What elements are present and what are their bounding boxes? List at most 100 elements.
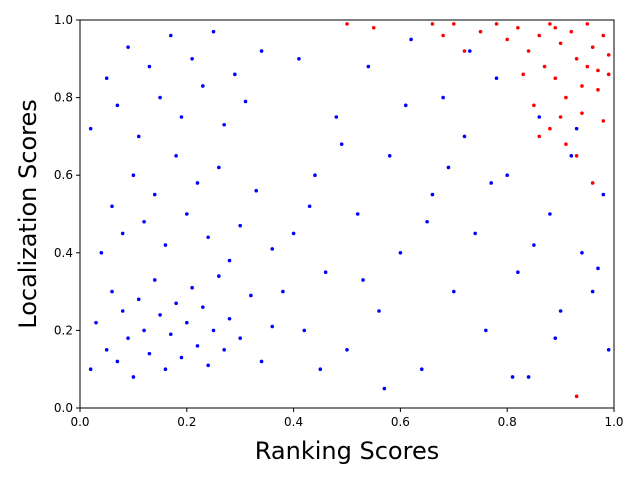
data-point <box>88 367 93 372</box>
y-tick-label: 0.8 <box>54 91 73 105</box>
data-point <box>152 192 157 197</box>
data-point <box>580 111 584 115</box>
data-point <box>238 336 242 340</box>
x-tick-label: 0.0 <box>70 415 89 429</box>
data-point <box>366 64 371 69</box>
data-point <box>585 22 590 26</box>
data-point <box>532 243 536 247</box>
data-point <box>596 266 600 271</box>
plot-frame <box>79 19 615 409</box>
data-point <box>548 212 552 216</box>
data-point <box>217 274 221 278</box>
data-point <box>185 320 189 325</box>
data-point <box>136 134 141 139</box>
data-point <box>297 57 301 61</box>
data-point <box>281 289 285 294</box>
data-point <box>238 223 242 228</box>
data-point <box>355 212 360 216</box>
data-point <box>206 235 210 240</box>
data-point <box>430 192 435 197</box>
data-point <box>441 95 445 100</box>
data-point <box>110 289 114 294</box>
data-point <box>195 181 200 185</box>
data-point <box>339 142 344 146</box>
data-point <box>345 22 349 26</box>
points-layer <box>88 22 611 399</box>
data-point <box>136 297 141 302</box>
data-point <box>254 188 259 193</box>
data-point <box>147 64 152 69</box>
data-point <box>537 33 542 38</box>
data-point <box>606 72 611 77</box>
y-axis: 0.0 0.2 0.4 0.6 0.8 1.0 <box>54 13 80 415</box>
data-point <box>558 115 563 119</box>
data-point <box>537 134 542 139</box>
data-point <box>222 122 226 127</box>
data-point <box>88 126 93 131</box>
data-point <box>318 367 323 372</box>
data-point <box>452 22 456 26</box>
data-point <box>553 76 558 80</box>
data-point <box>516 270 520 275</box>
data-point <box>494 22 499 26</box>
data-point <box>505 37 510 42</box>
data-point <box>430 22 435 26</box>
data-point <box>526 375 531 379</box>
data-point <box>585 64 590 69</box>
data-point <box>147 351 152 356</box>
data-point <box>590 45 595 49</box>
data-point <box>403 103 408 108</box>
data-point <box>537 115 542 119</box>
data-point <box>131 173 136 177</box>
data-point <box>569 29 574 34</box>
data-point <box>168 332 173 337</box>
data-point <box>163 243 168 247</box>
data-point <box>601 192 606 197</box>
data-point <box>243 99 248 104</box>
data-point <box>179 355 184 360</box>
data-point <box>120 309 125 313</box>
data-point <box>345 348 349 352</box>
data-point <box>553 336 558 340</box>
data-point <box>574 126 579 131</box>
data-point <box>580 84 584 88</box>
x-tick-label: 1.0 <box>604 415 623 429</box>
data-point <box>270 324 275 329</box>
x-tick-label: 0.6 <box>391 415 410 429</box>
data-point <box>227 258 232 263</box>
data-point <box>201 305 205 309</box>
data-point <box>126 45 130 49</box>
x-tick-label: 0.4 <box>284 415 303 429</box>
data-point <box>462 49 467 53</box>
data-point <box>558 41 563 46</box>
data-point <box>494 76 499 80</box>
data-point <box>104 76 109 80</box>
data-point <box>478 29 483 34</box>
data-point <box>270 247 275 251</box>
data-point <box>510 375 515 379</box>
data-point <box>222 348 226 352</box>
data-point <box>190 285 194 290</box>
y-tick-label: 0.2 <box>54 323 73 337</box>
data-point <box>249 293 253 298</box>
data-point <box>142 328 146 333</box>
data-point <box>574 394 579 399</box>
data-point <box>259 49 264 53</box>
data-point <box>185 212 189 216</box>
data-point <box>387 154 392 158</box>
data-point <box>446 165 451 170</box>
x-axis: 0.0 0.2 0.4 0.6 0.8 1.0 <box>70 408 624 429</box>
data-point <box>110 204 114 209</box>
x-axis-label: Ranking Scores <box>255 437 439 465</box>
data-point <box>206 363 210 368</box>
y-tick-label: 1.0 <box>54 13 73 27</box>
data-point <box>195 344 200 348</box>
data-point <box>473 231 477 236</box>
data-point <box>152 278 157 282</box>
data-point <box>409 37 413 42</box>
data-point <box>569 154 574 158</box>
data-point <box>259 359 264 364</box>
data-point <box>553 25 558 30</box>
data-point <box>596 88 600 92</box>
data-point <box>179 115 184 119</box>
